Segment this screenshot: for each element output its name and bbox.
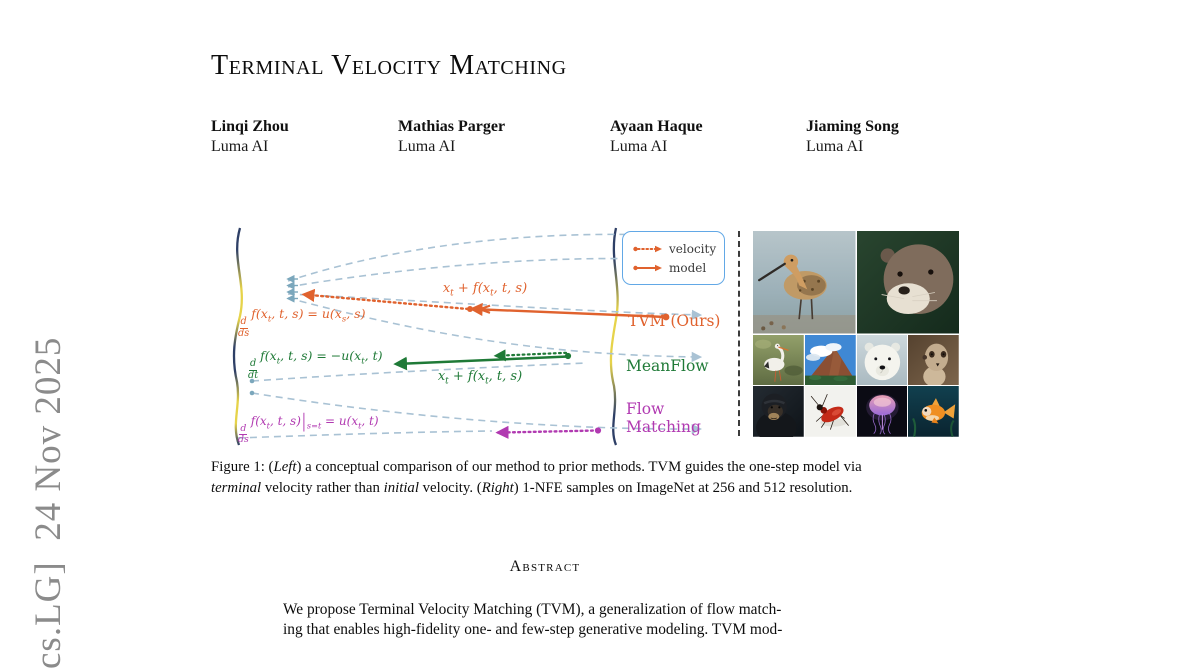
author-block: Linqi Zhou Luma AI (211, 117, 398, 157)
page: { "arxiv_stamp": "cs.LG] 24 Nov 2025", "… (28, 50, 996, 669)
figure-1: d ds f(xt, t, s) = u(xs, s) d dt f(xt, t, s)… (230, 224, 959, 450)
author-name: Jiaming Song (806, 118, 899, 135)
author-row: Linqi Zhou Luma AI Mathias Parger Luma A… (211, 117, 996, 157)
author-affiliation: Luma AI (211, 138, 269, 155)
dotted-arrow-icon (633, 245, 662, 252)
sample-goldfish (908, 386, 959, 437)
solid-arrow-icon (633, 264, 662, 271)
abstract-heading: Abstract (509, 558, 581, 575)
sample-shorebird (753, 231, 856, 334)
trajectory-field (232, 227, 703, 446)
meanflow-arrows (393, 349, 572, 371)
author-block: Ayaan Haque Luma AI (610, 117, 806, 157)
sample-meerkat (908, 334, 959, 386)
arxiv-stamp: cs.LG] 24 Nov 2025 (28, 336, 69, 669)
imagenet-sample-grid (753, 231, 959, 437)
paper-title: Terminal Velocity Matching (211, 50, 567, 81)
figure-caption: Figure 1: (Left) a conceptual comparison… (211, 459, 862, 496)
meanflow-formula: d dt f(xt, t, s) = −u(xt, t) (248, 348, 383, 381)
sample-jellyfish (856, 386, 908, 437)
flow-matching-label: Flow Matching (626, 400, 701, 436)
flow-matching-formula: d ds f(xt, t, s)|s=t = u(xt, t) (238, 410, 379, 445)
author-affiliation: Luma AI (610, 138, 668, 155)
right-distribution-curve (609, 227, 619, 446)
author-affiliation: Luma AI (806, 138, 864, 155)
left-distribution-curve (232, 227, 243, 446)
abstract-text: We propose Terminal Velocity Matching (T… (283, 600, 815, 639)
tvm-arrows (301, 288, 670, 321)
legend-model-row: model (632, 261, 724, 275)
sample-red-beetle (804, 386, 856, 437)
tvm-label: TVM (Ours) (628, 312, 721, 330)
legend: velocity model (622, 231, 725, 285)
legend-velocity-label: velocity (669, 241, 717, 256)
tvm-annotation: xt + f(xt, t, s) (442, 281, 528, 299)
sample-white-stork (753, 334, 804, 386)
start-points (249, 274, 298, 396)
sample-polar-bear (856, 334, 908, 386)
abstract-line: ing that enables high-fidelity one- and … (283, 620, 783, 638)
meanflow-annotation: xt + f(xt, t, s) (437, 369, 523, 387)
author-name: Ayaan Haque (610, 118, 703, 135)
author-block: Jiaming Song Luma AI (806, 117, 996, 157)
figure-separator (738, 231, 740, 436)
abstract-line: We propose Terminal Velocity Matching (T… (283, 601, 782, 618)
tvm-formula: d ds f(xt, t, s) = u(xs, s) (238, 306, 366, 339)
sample-chimpanzee (753, 386, 804, 437)
author-block: Mathias Parger Luma AI (398, 117, 610, 157)
legend-velocity-row: velocity (632, 242, 724, 256)
author-name: Mathias Parger (398, 118, 506, 135)
concept-diagram: d ds f(xt, t, s) = u(xs, s) d dt f(xt, t, s)… (230, 224, 730, 450)
meanflow-label: MeanFlow (626, 357, 709, 375)
sample-otter (856, 231, 959, 334)
author-affiliation: Luma AI (398, 138, 456, 155)
sample-mountain (804, 334, 856, 386)
legend-model-label: model (669, 260, 707, 275)
author-name: Linqi Zhou (211, 118, 289, 135)
flow-matching-arrow (495, 425, 602, 439)
